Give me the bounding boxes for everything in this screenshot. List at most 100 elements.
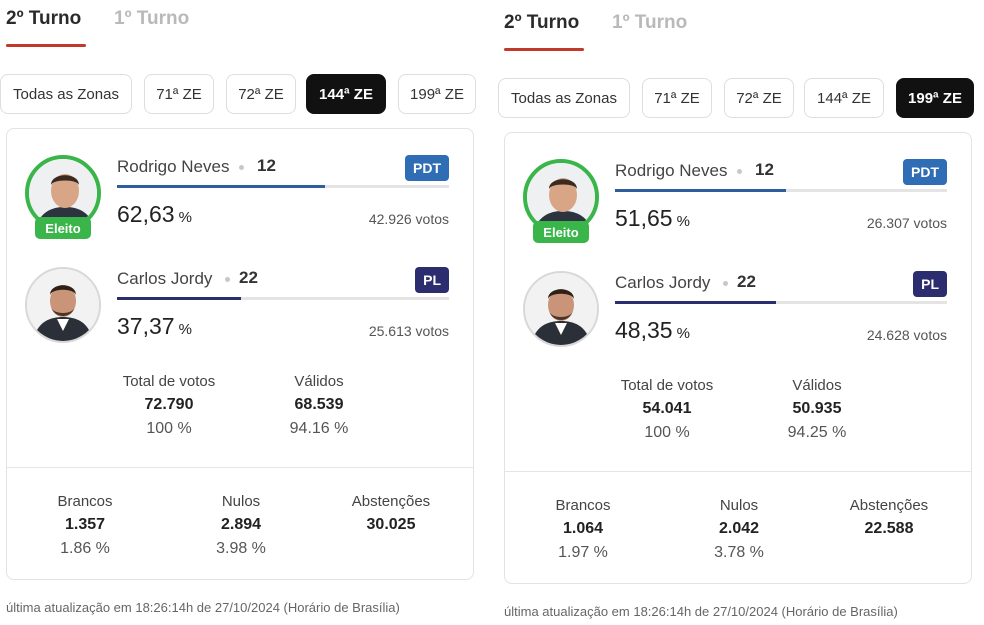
party-badge: PL — [913, 271, 947, 297]
portrait-icon — [525, 273, 597, 345]
valid-votes-value: 68.539 — [294, 396, 344, 413]
results-panel-right: 2º Turno 1º Turno Todas as Zonas 71ª ZE … — [498, 0, 976, 625]
candidate-row: Carlos Jordy 22 PL 48,35% 24.628 votos — [505, 271, 971, 371]
blank-votes-label: Brancos — [555, 497, 611, 514]
results-card: Eleito Rodrigo Neves 12 PDT 51,65% 26.30… — [504, 132, 972, 584]
blank-votes-percent: 1.86 % — [60, 540, 110, 557]
total-votes-label: Total de votos — [620, 377, 714, 394]
candidate-percent: 51,65% — [615, 205, 690, 232]
total-votes-percent: 100 % — [146, 420, 192, 437]
blank-votes-stat: Brancos 1.357 1.86 % — [15, 491, 155, 561]
avatar — [25, 267, 101, 343]
candidate-percent: 48,35% — [615, 317, 690, 344]
tab-second-round[interactable]: 2º Turno — [6, 8, 82, 29]
percent-value: 37,37 — [117, 313, 175, 339]
zone-button-all[interactable]: Todas as Zonas — [0, 74, 132, 114]
zone-button-144[interactable]: 144ª ZE — [306, 74, 386, 114]
total-votes-stat: Total de votos 72.790 100 % — [99, 371, 239, 441]
candidate-photo: Eleito — [25, 155, 101, 239]
abstentions-stat: Abstenções 30.025 — [321, 491, 461, 537]
vote-share-fill — [117, 297, 242, 300]
null-votes-percent: 3.98 % — [216, 540, 266, 557]
valid-votes-stat: Válidos 50.935 94.25 % — [747, 375, 887, 445]
party-badge: PDT — [405, 155, 449, 181]
candidate-photo: Eleito — [523, 159, 599, 243]
null-votes-value: 2.894 — [220, 516, 262, 533]
candidate-votes: 24.628 votos — [866, 327, 947, 343]
valid-votes-label: Válidos — [792, 377, 842, 394]
abstentions-stat: Abstenções 22.588 — [819, 495, 959, 541]
results-card: Eleito Rodrigo Neves 12 PDT 62,63% 42.92… — [6, 128, 474, 580]
candidate-number: 12 — [755, 160, 774, 179]
blank-votes-value: 1.064 — [562, 520, 604, 537]
total-votes-percent: 100 % — [644, 424, 690, 441]
elected-badge: Eleito — [35, 217, 91, 239]
percent-sign: % — [676, 325, 690, 342]
separator-dot — [737, 169, 742, 174]
percent-value: 62,63 — [117, 201, 175, 227]
abstentions-value: 22.588 — [864, 520, 914, 537]
percent-sign: % — [178, 209, 192, 226]
valid-votes-value: 50.935 — [792, 400, 842, 417]
abstentions-label: Abstenções — [849, 497, 929, 514]
divider — [7, 467, 473, 468]
null-votes-stat: Nulos 2.042 3.78 % — [669, 495, 809, 565]
null-votes-percent: 3.78 % — [714, 544, 764, 561]
abstentions-value: 30.025 — [366, 516, 416, 533]
last-update-note: última atualização em 18:26:14h de 27/10… — [6, 600, 400, 615]
vote-share-fill — [615, 301, 776, 304]
valid-votes-stat: Válidos 68.539 94.16 % — [249, 371, 389, 441]
total-votes-label: Total de votos — [122, 373, 216, 390]
percent-value: 51,65 — [615, 205, 673, 231]
blank-votes-percent: 1.97 % — [558, 544, 608, 561]
vote-share-fill — [117, 185, 325, 188]
results-panel-left: 2º Turno 1º Turno Todas as Zonas 71ª ZE … — [0, 0, 478, 625]
candidate-row: Eleito Rodrigo Neves 12 PDT 51,65% 26.30… — [505, 159, 971, 259]
zone-button-199[interactable]: 199ª ZE — [896, 78, 974, 118]
tab-first-round[interactable]: 1º Turno — [114, 8, 190, 29]
null-votes-value: 2.042 — [718, 520, 760, 537]
percent-sign: % — [676, 213, 690, 230]
vote-share-bar — [615, 189, 947, 192]
percent-sign: % — [178, 321, 192, 338]
candidate-votes: 25.613 votos — [368, 323, 449, 339]
valid-votes-percent: 94.16 % — [289, 420, 349, 437]
blank-votes-value: 1.357 — [64, 516, 106, 533]
zone-button-71[interactable]: 71ª ZE — [144, 74, 214, 114]
candidate-number: 22 — [239, 268, 258, 287]
candidate-name: Rodrigo Neves — [117, 157, 230, 176]
null-votes-label: Nulos — [221, 493, 261, 510]
vote-share-bar — [117, 297, 449, 300]
zone-button-71[interactable]: 71ª ZE — [642, 78, 712, 118]
candidate-percent: 37,37% — [117, 313, 192, 340]
avatar — [523, 271, 599, 347]
candidate-number: 12 — [257, 156, 276, 175]
valid-votes-percent: 94.25 % — [787, 424, 847, 441]
tab-second-round[interactable]: 2º Turno — [504, 12, 580, 33]
candidate-name: Carlos Jordy — [615, 273, 711, 292]
candidate-photo — [25, 267, 101, 343]
separator-dot — [723, 281, 728, 286]
candidate-name: Carlos Jordy — [117, 269, 213, 288]
candidate-name: Rodrigo Neves — [615, 161, 728, 180]
null-votes-label: Nulos — [719, 497, 759, 514]
zone-button-all[interactable]: Todas as Zonas — [498, 78, 630, 118]
candidate-votes: 26.307 votos — [866, 215, 947, 231]
zone-button-144[interactable]: 144ª ZE — [804, 78, 884, 118]
total-votes-value: 72.790 — [144, 396, 194, 413]
separator-dot — [225, 277, 230, 282]
abstentions-label: Abstenções — [351, 493, 431, 510]
tab-first-round[interactable]: 1º Turno — [612, 12, 688, 33]
zone-button-72[interactable]: 72ª ZE — [724, 78, 794, 118]
candidate-number: 22 — [737, 272, 756, 291]
zone-button-72[interactable]: 72ª ZE — [226, 74, 296, 114]
elected-badge: Eleito — [533, 221, 589, 243]
active-tab-underline — [6, 44, 86, 47]
zone-button-199[interactable]: 199ª ZE — [398, 74, 476, 114]
total-votes-stat: Total de votos 54.041 100 % — [597, 375, 737, 445]
candidate-photo — [523, 271, 599, 347]
divider — [505, 471, 971, 472]
portrait-icon — [27, 269, 99, 341]
active-tab-underline — [504, 48, 584, 51]
blank-votes-stat: Brancos 1.064 1.97 % — [513, 495, 653, 565]
